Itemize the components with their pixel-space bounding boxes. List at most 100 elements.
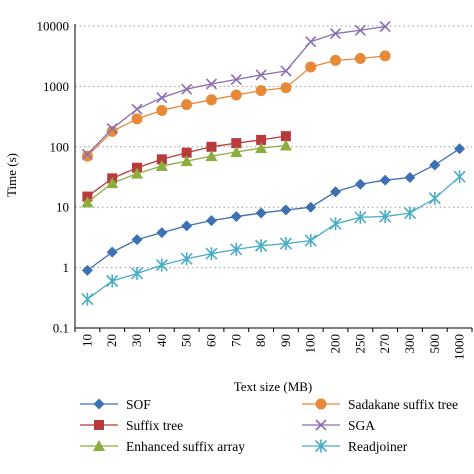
data-point [279, 139, 292, 151]
series-line [87, 148, 460, 271]
x-tick-label: 200 [328, 334, 343, 354]
data-point [354, 52, 366, 64]
series-line [87, 176, 461, 300]
data-point [255, 69, 267, 81]
data-point [206, 141, 217, 152]
data-point [131, 234, 143, 246]
x-axis-label: Text size (MB) [234, 379, 313, 394]
data-point [330, 186, 342, 198]
data-point [256, 134, 267, 145]
data-point [81, 148, 93, 160]
x-tick-labels: 10 20 30 40 50 60 70 80 90 100 200 250 270 300 500 1000 [79, 334, 466, 360]
legend-label: Suffix tree [126, 418, 183, 433]
y-tick-label: 100 [50, 139, 70, 154]
data-point [330, 54, 342, 66]
data-point [354, 210, 367, 224]
data-point [379, 20, 391, 33]
data-point [205, 78, 218, 90]
data-point [453, 170, 466, 184]
legend-label: Enhanced suffix array [126, 439, 245, 454]
data-point [93, 440, 105, 451]
y-tick-label: 10000 [37, 19, 70, 34]
data-point [231, 138, 242, 149]
y-tick-label: 1 [63, 260, 70, 275]
data-point [329, 27, 342, 40]
data-point [130, 266, 144, 280]
data-point [280, 204, 292, 216]
data-point [255, 142, 268, 154]
data-point [429, 159, 441, 171]
data-point [379, 210, 392, 224]
data-point [230, 211, 242, 223]
data-point [106, 125, 118, 137]
legend-item-enhanced-suffix-array: Enhanced suffix array [80, 439, 245, 454]
data-point [354, 24, 366, 36]
legend-item-sga: SGA [302, 418, 375, 433]
data-point [428, 191, 441, 205]
data-point [354, 178, 366, 190]
data-point-stroke [305, 36, 317, 48]
y-tick-label: 0.1 [53, 321, 69, 336]
data-point [181, 220, 193, 232]
data-point [81, 150, 93, 162]
x-tick-label: 270 [377, 334, 392, 354]
data-point-stroke [230, 73, 242, 86]
data-point [305, 36, 317, 48]
data-point [255, 207, 267, 219]
legend: SOF Sadakane suffix tree Suffix tree SGA Enh… [80, 397, 458, 454]
data-point-stroke [280, 65, 292, 77]
series-group [81, 20, 466, 306]
x-tick-label: 40 [154, 334, 169, 347]
data-point [106, 274, 119, 288]
data-point [315, 398, 327, 410]
legend-item-sof: SOF [80, 397, 151, 412]
series-suffix-tree [82, 131, 291, 202]
series-enhanced-suffix-array [81, 139, 292, 208]
data-point [156, 154, 167, 165]
series-sof [81, 143, 466, 276]
series-readjoiner [81, 170, 466, 306]
data-point [404, 172, 416, 184]
data-point [131, 113, 143, 125]
x-tick-label: 90 [278, 334, 293, 347]
data-point [279, 237, 292, 251]
data-point [180, 155, 193, 167]
x-tick-label: 80 [253, 334, 268, 347]
data-point-stroke [106, 123, 118, 135]
x-tick-label: 70 [228, 334, 243, 347]
x-tick-label: 10 [79, 334, 94, 347]
data-point [205, 94, 217, 106]
data-point [305, 201, 317, 213]
x-tick-label: 300 [402, 334, 417, 354]
legend-label: Sadakane suffix tree [348, 397, 458, 412]
y-axis-label: Time (s) [4, 153, 19, 197]
y-tick-labels: 0.1 1 10 100 1000 10000 [37, 19, 70, 336]
legend-item-sadakane-suffix-tree: Sadakane suffix tree [302, 397, 458, 412]
legend-label: Readjoiner [348, 439, 408, 454]
x-tick-label: 20 [104, 334, 119, 347]
data-point [81, 196, 94, 208]
data-point [180, 252, 193, 266]
data-point [93, 398, 105, 410]
data-point-stroke [81, 148, 93, 160]
legend-item-suffix-tree: Suffix tree [80, 418, 183, 433]
data-point [255, 239, 268, 253]
data-point [181, 99, 193, 111]
data-point [230, 242, 243, 256]
x-tick-label: 60 [203, 334, 218, 347]
data-point [305, 61, 317, 73]
data-point [315, 419, 327, 431]
data-point [181, 83, 193, 95]
data-point [106, 177, 119, 189]
data-point [155, 160, 168, 172]
data-point [94, 420, 104, 430]
data-point-stroke [379, 20, 391, 33]
data-point-stroke [156, 92, 168, 104]
data-point [379, 50, 391, 62]
data-point-stroke [354, 24, 366, 36]
data-point [403, 206, 417, 220]
data-point [230, 146, 243, 158]
data-point [81, 292, 94, 306]
data-point [255, 85, 267, 97]
